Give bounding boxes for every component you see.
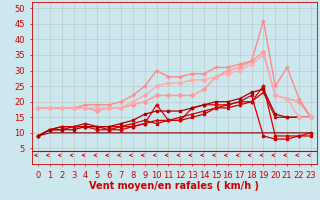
X-axis label: Vent moyen/en rafales ( km/h ): Vent moyen/en rafales ( km/h ) [89,181,260,191]
